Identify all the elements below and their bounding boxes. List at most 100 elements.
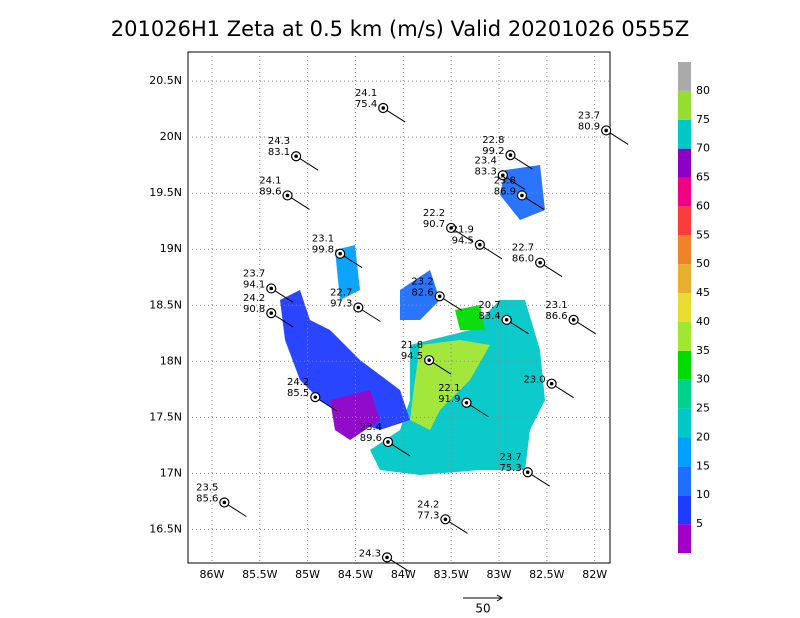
colorbar-segment	[678, 293, 691, 322]
station-dot	[571, 318, 576, 322]
colorbar-label: 5	[696, 517, 703, 530]
station-label: 85.6	[196, 493, 218, 504]
station-label: 24.1	[259, 175, 281, 186]
station-label: 89.6	[360, 433, 382, 444]
station-label: 23.7	[578, 110, 600, 121]
station-label: 24.1	[355, 88, 377, 99]
station-label: 22.7	[330, 288, 352, 299]
station-dot	[501, 173, 505, 178]
station-dot	[464, 400, 469, 405]
station-dot	[604, 128, 608, 133]
colorbar-label: 55	[696, 228, 710, 241]
colorbar-segment	[678, 119, 691, 149]
station-label: 80.9	[578, 121, 600, 132]
station-label: 22.8	[482, 135, 504, 146]
station-dot	[356, 305, 361, 310]
colorbar-label: 30	[696, 373, 710, 386]
colorbar-label: 70	[696, 142, 710, 155]
lon-tick-label: 83.5W	[433, 568, 468, 581]
station-label: 86.6	[545, 311, 567, 322]
colorbar-label: 65	[696, 171, 710, 184]
lat-tick-label: 16.5N	[149, 522, 182, 535]
colorbar-segment	[678, 321, 691, 351]
station-label: 89.6	[259, 186, 281, 197]
station-dot	[381, 106, 386, 110]
lon-tick-label: 83W	[487, 568, 512, 581]
colorbar-segment	[678, 379, 691, 409]
colorbar-label: 45	[696, 286, 710, 299]
station-label: 94.1	[243, 279, 265, 290]
station-label: 90.8	[243, 304, 265, 315]
station-label: 90.7	[423, 219, 445, 230]
colorbar-label: 40	[696, 315, 710, 328]
colorbar-label: 75	[696, 113, 710, 126]
station-dot	[222, 500, 227, 505]
station-label: 24.3	[359, 548, 381, 559]
station-label: 23.1	[312, 234, 334, 245]
station-label: 75.4	[355, 99, 377, 110]
station-label: 77.3	[417, 510, 439, 521]
station-dot	[443, 517, 448, 522]
colorbar-segment	[678, 148, 691, 178]
station-label: 94.5	[401, 351, 423, 362]
station-label: 99.2	[482, 146, 504, 157]
station-dot	[504, 318, 509, 322]
station-label: 23.7	[499, 452, 521, 463]
reference-arrow-head	[496, 594, 503, 602]
station-label: 91.9	[438, 394, 460, 405]
station-dot	[338, 251, 342, 256]
station-label: 23.7	[243, 268, 265, 279]
station-label: 83.3	[475, 166, 497, 177]
colorbar-label: 20	[696, 430, 710, 443]
colorbar-segment	[678, 437, 691, 467]
station-dot	[520, 193, 524, 198]
station-label: 97.3	[330, 299, 352, 310]
station-label: 83.1	[268, 147, 290, 158]
station-label: 23.4	[475, 155, 497, 166]
colorbar-label: 50	[696, 257, 710, 270]
lon-tick-label: 82W	[582, 568, 607, 581]
lon-tick-label: 84.5W	[338, 568, 373, 581]
station-label: 23.8	[494, 175, 516, 186]
station-label: 24.3	[268, 136, 290, 147]
station-label: 23.5	[196, 482, 218, 493]
lat-tick-label: 17.5N	[149, 410, 182, 423]
station-dot	[549, 381, 554, 386]
lat-tick-label: 18.5N	[149, 298, 182, 311]
station-dot	[427, 358, 431, 362]
colorbar-label: 25	[696, 402, 710, 415]
station-dot	[269, 311, 274, 315]
station-label: 94.5	[452, 236, 474, 247]
colorbar-label: 10	[696, 488, 710, 501]
station-label: 22.7	[512, 243, 534, 254]
lat-tick-label: 20.5N	[149, 74, 182, 87]
lat-tick-label: 20N	[160, 130, 182, 143]
lon-tick-label: 82.5W	[529, 568, 564, 581]
colorbar-segment	[678, 408, 691, 438]
colorbar-label: 15	[696, 459, 710, 472]
station-dot	[478, 242, 482, 247]
station-label: 83.4	[478, 311, 500, 322]
map-frame	[187, 51, 611, 564]
station-dot	[269, 286, 274, 291]
station-dot	[525, 470, 530, 475]
colorbar-label: 60	[696, 199, 710, 212]
station-label: 23.4	[360, 422, 382, 433]
lon-tick-label: 85W	[295, 568, 320, 581]
station-label: 23.1	[545, 300, 567, 311]
colorbar-segment	[678, 495, 691, 525]
lat-tick-label: 19N	[160, 242, 182, 255]
reference-label: 50	[475, 602, 490, 616]
colorbar-segment	[678, 350, 691, 380]
station-label: 20.7	[478, 300, 500, 311]
station-label: 23.2	[411, 276, 433, 287]
station-label: 86.9	[494, 186, 516, 197]
station-dot	[294, 154, 298, 159]
lat-tick-label: 18N	[160, 354, 182, 367]
station-label: 21.8	[401, 340, 423, 351]
station-dot	[386, 440, 390, 444]
station-label: 23.0	[523, 375, 545, 386]
colorbar-segment	[678, 524, 691, 553]
lon-tick-label: 84W	[391, 568, 416, 581]
